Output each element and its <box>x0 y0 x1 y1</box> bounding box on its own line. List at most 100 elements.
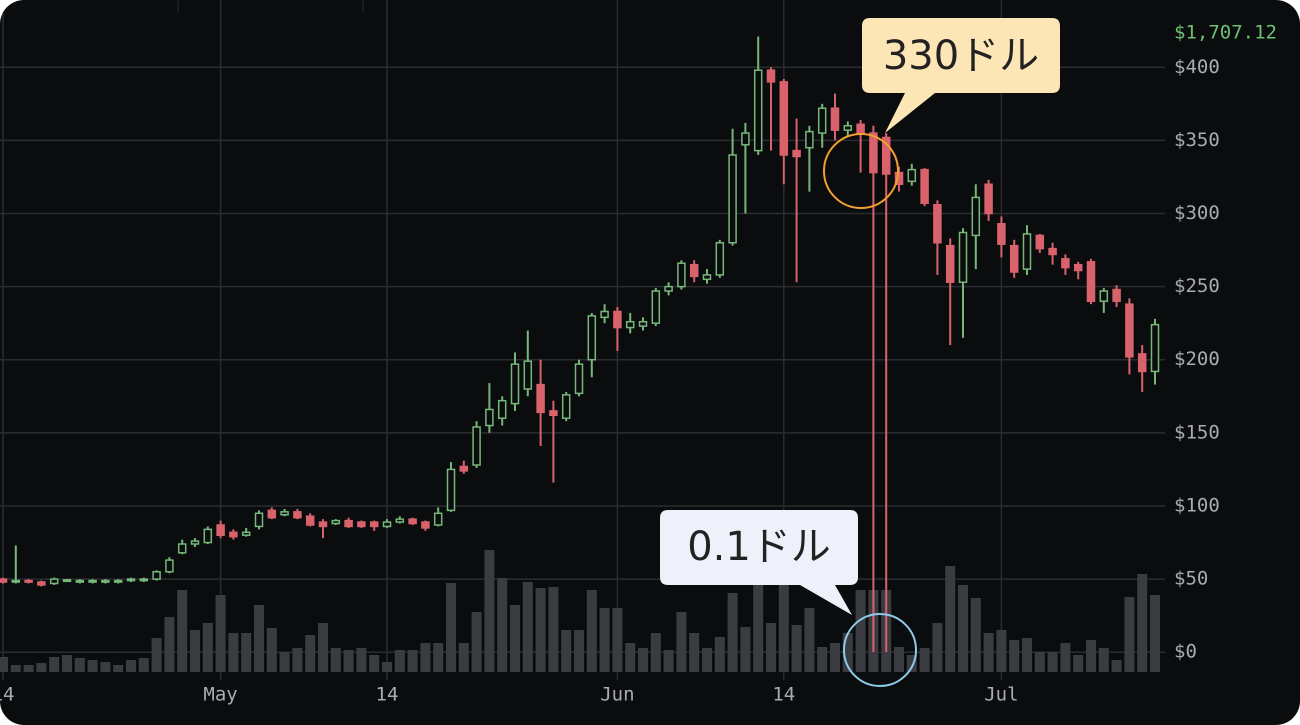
volume-bar <box>497 578 508 672</box>
x-tick-label: May <box>203 684 237 706</box>
candle-body <box>0 578 8 583</box>
volume-bar <box>228 633 239 672</box>
candle-body <box>933 203 942 244</box>
highlight-circle <box>843 613 917 687</box>
candle-body <box>651 290 661 324</box>
candle-body <box>830 107 840 131</box>
candle-body <box>856 123 865 134</box>
candle-body <box>165 559 174 573</box>
volume-bar <box>190 630 200 672</box>
candle-body <box>472 426 481 466</box>
candle-body <box>625 320 635 329</box>
grid <box>0 0 1165 680</box>
volume-bar <box>535 588 546 672</box>
volume-bar <box>1086 640 1096 672</box>
candle-body <box>293 511 302 519</box>
volume-bar <box>343 650 354 672</box>
candle-body <box>715 242 725 276</box>
candle-body <box>1009 244 1019 273</box>
volume-bar <box>663 650 674 672</box>
candle-body <box>433 512 443 526</box>
candle-body <box>728 154 737 244</box>
volume-bar <box>766 623 776 672</box>
candle-body <box>792 149 801 158</box>
volume-bar <box>164 617 175 672</box>
callout-box <box>660 510 858 615</box>
candle-layer <box>0 36 1160 653</box>
candle-body <box>869 132 878 174</box>
candle-body <box>536 383 545 414</box>
candle-body <box>241 531 251 536</box>
candle-body <box>561 394 571 419</box>
volume-bar <box>650 633 661 672</box>
volume-bar <box>855 590 866 672</box>
volume-bar <box>10 665 21 672</box>
candle-body <box>357 521 366 528</box>
volume-bar <box>1034 652 1045 672</box>
candle-body <box>216 524 225 536</box>
price-label: $1,707.12 <box>1174 22 1277 44</box>
candle-body <box>459 465 469 472</box>
volume-bar <box>1009 640 1020 672</box>
volume-bar <box>382 662 392 672</box>
volume-bar <box>471 612 482 672</box>
candle-body <box>587 315 597 361</box>
highlight-circle <box>823 133 899 209</box>
y-tick-label: $100 <box>1174 494 1220 516</box>
volume-bar <box>625 643 636 672</box>
candle-body <box>920 168 929 205</box>
volume-bar <box>983 633 994 672</box>
volume-bar <box>369 655 380 672</box>
volume-bar <box>599 608 610 672</box>
candle-body <box>113 579 123 583</box>
candle-body <box>766 69 776 83</box>
volume-bar <box>266 628 277 672</box>
volume-bar <box>945 566 956 672</box>
candle-body <box>421 521 430 529</box>
candle-body <box>945 244 955 283</box>
candle-body <box>62 579 72 583</box>
x-tick-label: 14 <box>376 684 399 706</box>
candle-body <box>318 521 328 528</box>
candle-body <box>177 543 187 554</box>
callout-text: 0.1ドル <box>687 524 831 570</box>
candle-body <box>1048 247 1057 256</box>
callout-box <box>862 18 1060 133</box>
candle-body <box>1035 234 1045 250</box>
volume-bar <box>574 630 584 672</box>
x-tick-label: 14 <box>0 684 14 706</box>
candle-body <box>497 399 507 419</box>
candle-body <box>702 274 712 281</box>
y-tick-label: $400 <box>1174 56 1220 78</box>
candle-body <box>613 310 622 329</box>
y-tick-label: $150 <box>1174 421 1220 443</box>
candle-body <box>689 263 699 278</box>
candle-body <box>1150 323 1160 373</box>
candle-body <box>395 518 405 523</box>
volume-bar <box>241 633 252 672</box>
candle-body <box>446 468 456 512</box>
candle-body <box>37 581 46 586</box>
volume-bar <box>138 658 149 672</box>
volume-bar <box>1060 643 1071 672</box>
candle-body <box>664 285 673 292</box>
volume-bar <box>791 625 802 672</box>
volume-bar <box>522 582 533 672</box>
volume-bar <box>830 643 840 672</box>
candle-body <box>254 512 264 528</box>
volume-bar <box>420 643 431 672</box>
volume-bar <box>932 623 943 672</box>
candle-body <box>49 578 59 585</box>
y-tick-label: $200 <box>1174 348 1220 370</box>
candle-body <box>984 183 993 215</box>
candle-body <box>574 363 584 395</box>
candle-body <box>677 262 686 288</box>
candle-body <box>152 571 161 580</box>
candle-body <box>1125 303 1134 358</box>
y-tick-label: $50 <box>1174 568 1208 590</box>
candle-body <box>805 130 814 149</box>
volume-bar <box>612 608 623 672</box>
